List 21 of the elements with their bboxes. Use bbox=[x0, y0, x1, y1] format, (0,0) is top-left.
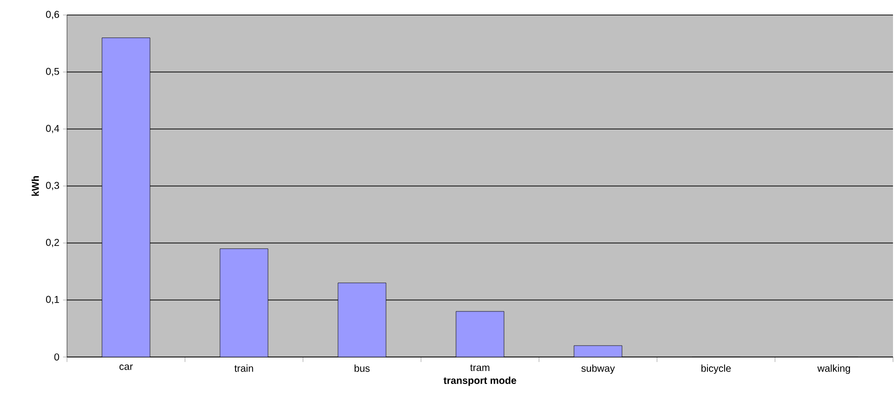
y-tick-label: 0,2 bbox=[46, 238, 59, 248]
x-tick-label: bus bbox=[354, 364, 370, 372]
x-tick-label: bicycle bbox=[701, 364, 731, 374]
bar bbox=[574, 346, 622, 357]
x-tick-label: tram bbox=[470, 364, 490, 372]
bar bbox=[338, 282, 386, 357]
y-tick-label: 0,4 bbox=[46, 124, 60, 134]
x-tick-label: train bbox=[234, 364, 254, 372]
x-axis-title: transport mode bbox=[444, 376, 516, 386]
x-tick-label: subway bbox=[581, 364, 615, 374]
y-tick-label: 0 bbox=[54, 353, 60, 361]
y-tick-label: 0,5 bbox=[46, 68, 60, 76]
bar bbox=[102, 38, 150, 357]
y-tick-label: 0,1 bbox=[46, 296, 60, 304]
y-tick-label: 0,3 bbox=[46, 182, 60, 190]
x-tick-label: walking bbox=[817, 364, 850, 374]
y-axis-title: kWh bbox=[32, 176, 39, 196]
y-tick-label: 0,6 bbox=[46, 10, 60, 20]
bar bbox=[220, 248, 268, 357]
x-tick-label: car bbox=[120, 364, 133, 370]
bar bbox=[456, 311, 504, 357]
